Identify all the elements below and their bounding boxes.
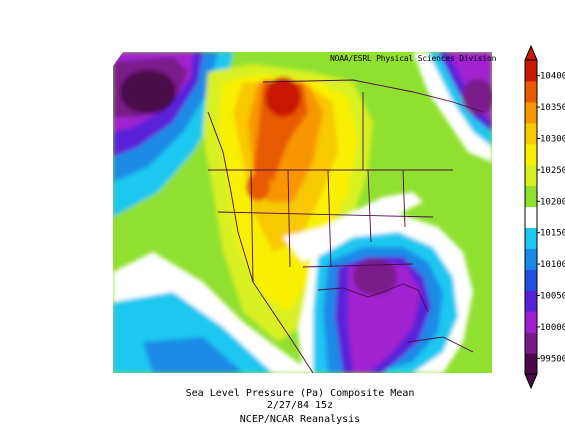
colorbar-tick-label: 103500 bbox=[540, 103, 565, 113]
pressure-colorbar: 99500 100000 100500 101000 101500 102000 10250… bbox=[524, 44, 565, 390]
colorbar-max-arrow bbox=[524, 44, 538, 61]
colorbar-cell bbox=[525, 206, 537, 228]
colorbar-cell bbox=[525, 227, 537, 249]
map-caption-source: NCEP/NCAR Reanalysis bbox=[239, 414, 361, 425]
colorbar-cell bbox=[525, 290, 537, 312]
colorbar-cell bbox=[525, 269, 537, 291]
pressure-map bbox=[113, 52, 492, 373]
colorbar-min-arrow bbox=[524, 373, 538, 390]
map-caption-variable: Sea Level Pressure (Pa) Composite Mean bbox=[185, 388, 415, 399]
colorbar-cell bbox=[525, 80, 537, 103]
colorbar-tick-label: 99500 bbox=[540, 354, 565, 364]
colorbar-cell bbox=[525, 185, 537, 208]
colorbar-tick-label: 100500 bbox=[540, 292, 565, 302]
colorbar-tick-label: 100000 bbox=[540, 323, 565, 333]
colorbar-cell bbox=[525, 122, 537, 145]
colorbar-tick-label: 102000 bbox=[540, 197, 565, 207]
colorbar-tick-label: 103000 bbox=[540, 135, 565, 145]
colorbar-tick-label: 101500 bbox=[540, 229, 565, 239]
colorbar-cell bbox=[525, 311, 537, 333]
colorbar-tick-label: 101000 bbox=[540, 260, 565, 270]
colorbar-cell bbox=[525, 60, 537, 82]
colorbar-cell bbox=[525, 143, 537, 166]
data-source-credit: NOAA/ESRL Physical Sciences Division bbox=[330, 54, 497, 63]
colorbar-tick-label: 104000 bbox=[540, 72, 565, 82]
colorbar-cell bbox=[525, 353, 537, 375]
colorbar-cell bbox=[525, 248, 537, 270]
colorbar-cell bbox=[525, 164, 537, 187]
colorbar-tick-label: 102500 bbox=[540, 166, 565, 176]
colorbar-cell bbox=[525, 332, 537, 354]
colorbar-cell bbox=[525, 101, 537, 124]
map-caption-date: 2/27/84 15z bbox=[266, 400, 334, 411]
